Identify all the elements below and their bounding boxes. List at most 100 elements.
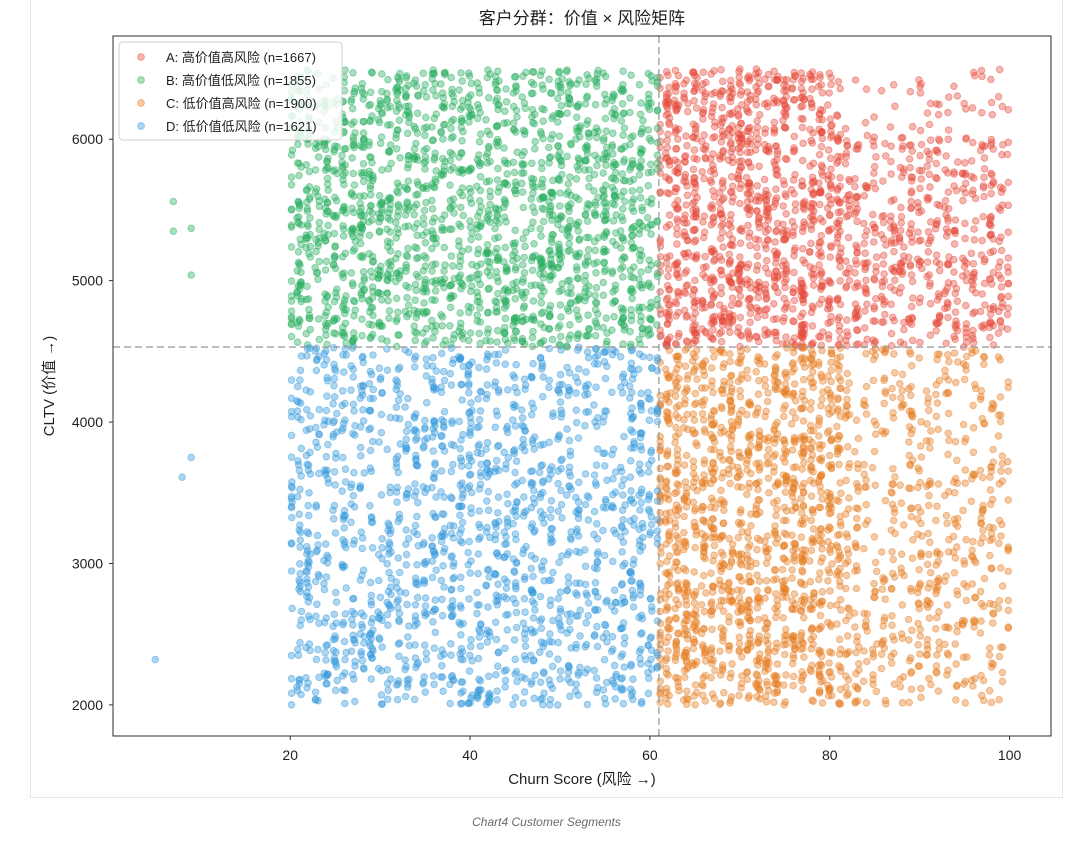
point-b xyxy=(485,142,493,151)
point-a xyxy=(898,267,907,276)
point-a xyxy=(674,292,683,300)
point-a xyxy=(842,152,851,161)
point-a xyxy=(1004,138,1013,147)
point-b xyxy=(375,118,384,127)
point-a xyxy=(665,175,673,183)
point-a xyxy=(797,321,806,330)
point-a xyxy=(717,65,725,74)
point-a xyxy=(791,200,800,208)
point-a xyxy=(715,152,724,160)
point-b xyxy=(611,297,619,306)
point-b xyxy=(386,102,395,111)
point-b xyxy=(447,73,456,82)
point-b xyxy=(557,252,566,261)
point-b xyxy=(440,267,448,275)
point-b xyxy=(383,289,392,298)
point-a xyxy=(925,271,934,279)
point-c xyxy=(727,556,736,565)
point-a xyxy=(906,87,915,96)
point-a xyxy=(810,189,818,197)
point-c xyxy=(788,446,797,454)
point-b xyxy=(509,158,518,167)
point-a xyxy=(756,193,764,202)
point-c xyxy=(683,610,691,618)
point-b xyxy=(619,176,628,185)
point-a xyxy=(836,263,844,271)
point-a xyxy=(736,331,745,339)
point-a xyxy=(728,318,737,326)
point-b xyxy=(457,114,466,123)
point-c xyxy=(985,651,994,659)
point-a xyxy=(781,123,789,132)
point-b xyxy=(421,153,430,161)
point-b xyxy=(617,318,626,326)
point-c xyxy=(836,344,845,353)
point-b xyxy=(485,177,494,185)
point-c xyxy=(683,375,692,383)
point-a xyxy=(663,320,672,329)
point-c xyxy=(835,460,843,469)
point-c xyxy=(1004,546,1013,555)
point-a xyxy=(809,339,817,347)
point-c xyxy=(852,480,861,488)
point-a xyxy=(673,203,682,212)
point-a xyxy=(782,210,791,218)
point-c xyxy=(772,511,780,520)
point-b xyxy=(348,104,357,113)
point-c xyxy=(754,390,763,399)
point-a xyxy=(942,225,951,233)
point-b xyxy=(600,247,609,256)
point-c xyxy=(700,456,709,464)
point-a xyxy=(683,236,692,245)
point-c xyxy=(987,463,995,471)
point-b xyxy=(618,100,627,108)
point-b xyxy=(459,211,468,220)
point-c xyxy=(744,399,753,408)
point-c xyxy=(665,346,674,355)
point-c xyxy=(979,676,988,685)
point-b xyxy=(599,137,608,145)
point-b xyxy=(501,107,509,116)
point-a xyxy=(950,255,958,264)
point-b xyxy=(609,129,617,138)
point-a xyxy=(959,184,968,193)
point-b xyxy=(404,301,413,310)
point-a xyxy=(718,214,727,222)
point-a xyxy=(818,127,826,136)
point-b xyxy=(306,214,314,222)
point-a xyxy=(871,224,879,232)
point-b xyxy=(593,133,601,142)
point-a xyxy=(808,322,817,330)
point-a xyxy=(717,337,726,346)
point-a xyxy=(917,140,926,149)
point-a xyxy=(746,241,754,250)
point-b xyxy=(455,86,463,94)
point-b xyxy=(636,194,645,202)
point-a xyxy=(735,157,744,166)
point-c xyxy=(674,456,682,464)
point-c xyxy=(917,552,925,561)
point-b xyxy=(600,267,609,276)
point-a xyxy=(753,117,761,125)
point-b xyxy=(169,227,178,235)
point-b xyxy=(566,139,575,148)
point-b xyxy=(322,331,330,340)
point-b xyxy=(420,299,428,307)
point-a xyxy=(916,89,925,97)
point-c xyxy=(908,413,917,421)
point-b xyxy=(351,306,360,315)
point-b xyxy=(521,104,530,113)
point-a xyxy=(826,115,835,123)
point-b xyxy=(368,158,376,167)
point-a xyxy=(673,224,681,233)
point-a xyxy=(728,182,737,191)
point-a xyxy=(700,97,709,106)
point-c xyxy=(690,429,698,438)
point-b xyxy=(584,246,593,254)
point-b xyxy=(287,173,296,181)
point-b xyxy=(403,199,411,208)
point-c xyxy=(763,397,772,406)
point-a xyxy=(1003,150,1012,159)
point-b xyxy=(592,269,600,277)
point-a xyxy=(689,291,697,300)
